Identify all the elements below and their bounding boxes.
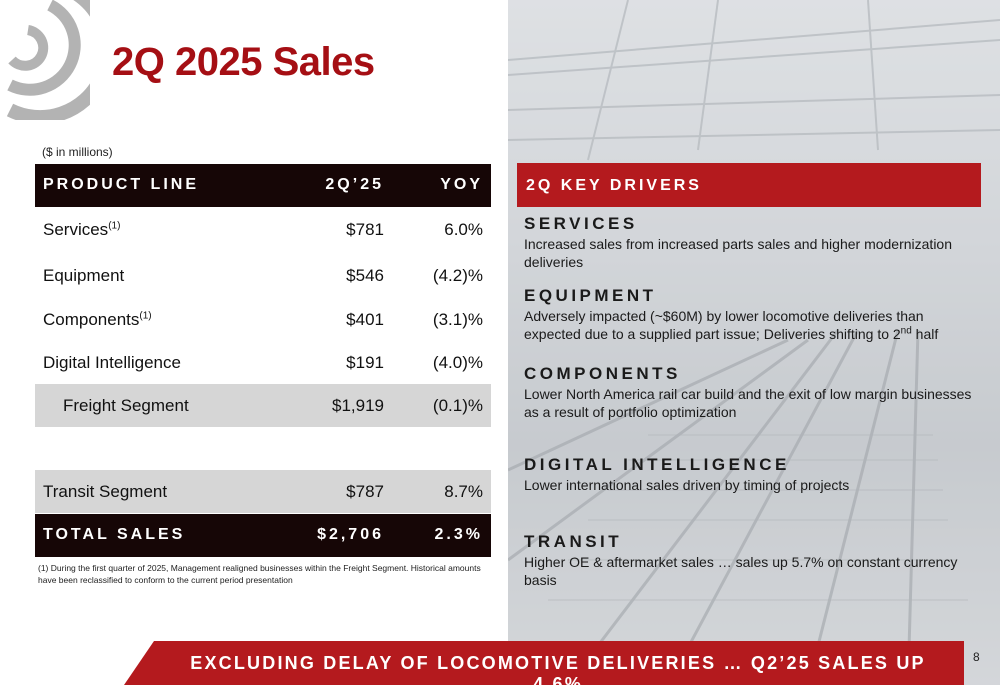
driver-equipment: EQUIPMENT Adversely impacted (~$60M) by …	[524, 286, 974, 343]
header-yoy: YOY	[440, 176, 483, 193]
driver-text: Lower North America rail car build and t…	[524, 386, 972, 420]
table-row: Services(1) $781 6.0%	[35, 208, 491, 251]
driver-components: COMPONENTS Lower North America rail car …	[524, 364, 974, 421]
row-value: $787	[346, 482, 384, 501]
driver-text: Higher OE & aftermarket sales … sales up…	[524, 554, 958, 588]
key-drivers-heading: 2Q KEY DRIVERS	[517, 163, 981, 207]
row-label-text: Services	[43, 220, 109, 239]
rail-tracks-graphic	[508, 0, 1000, 685]
row-label: Freight Segment	[63, 396, 189, 415]
driver-title: EQUIPMENT	[524, 286, 657, 305]
row-yoy: (4.0)%	[432, 353, 483, 372]
driver-title: DIGITAL INTELLIGENCE	[524, 455, 790, 474]
driver-digital-intelligence: DIGITAL INTELLIGENCE Lower international…	[524, 455, 974, 494]
table-header: PRODUCT LINE 2Q’25 YOY	[35, 164, 491, 207]
footnote: (1) During the first quarter of 2025, Ma…	[38, 563, 481, 585]
driver-services: SERVICES Increased sales from increased …	[524, 214, 974, 271]
key-drivers-heading-text: 2Q KEY DRIVERS	[526, 177, 702, 194]
driver-text-part: half	[911, 326, 939, 342]
page-title: 2Q 2025 Sales	[112, 40, 375, 84]
row-yoy: 6.0%	[444, 220, 483, 239]
footnote-marker: (1)	[108, 220, 121, 232]
table-row: Equipment $546 (4.2)%	[35, 254, 491, 297]
driver-text: Lower international sales driven by timi…	[524, 477, 850, 493]
table-row: Digital Intelligence $191 (4.0)%	[35, 341, 491, 384]
banner-shape	[124, 641, 964, 685]
driver-title: TRANSIT	[524, 532, 623, 551]
row-value: $546	[346, 266, 384, 285]
driver-transit: TRANSIT Higher OE & aftermarket sales … …	[524, 532, 974, 589]
freight-segment-row: Freight Segment $1,919 (0.1)%	[35, 384, 491, 427]
row-label: Digital Intelligence	[43, 353, 181, 372]
row-label: Services(1)	[43, 220, 120, 240]
transit-segment-row: Transit Segment $787 8.7%	[35, 470, 491, 513]
footnote-marker: (1)	[139, 310, 152, 322]
total-yoy: 2.3%	[434, 526, 483, 543]
header-quarter: 2Q’25	[325, 176, 384, 193]
row-yoy: (0.1)%	[432, 396, 483, 415]
row-value: $401	[346, 310, 384, 329]
logo-arcs-icon	[6, 0, 115, 125]
banner-text: EXCLUDING DELAY OF LOCOMOTIVE DELIVERIES…	[190, 653, 926, 694]
total-label: TOTAL SALES	[43, 526, 186, 543]
row-label: Transit Segment	[43, 482, 168, 501]
page-number: 8	[973, 650, 980, 664]
header-product-line: PRODUCT LINE	[43, 176, 199, 193]
ordinal-suffix: nd	[900, 325, 912, 337]
row-yoy: 8.7%	[444, 482, 483, 501]
driver-title: COMPONENTS	[524, 364, 681, 383]
driver-text-part: Adversely impacted (~$60M) by lower loco…	[524, 308, 924, 342]
row-label: Components(1)	[43, 310, 152, 330]
row-label: Equipment	[43, 266, 125, 285]
total-sales-row: TOTAL SALES $2,706 2.3%	[35, 514, 491, 557]
row-value: $1,919	[332, 396, 384, 415]
company-logo	[0, 0, 115, 125]
row-yoy: (3.1)%	[432, 310, 483, 329]
driver-text: Increased sales from increased parts sal…	[524, 236, 953, 270]
railway-photo	[508, 0, 1000, 685]
driver-text: Adversely impacted (~$60M) by lower loco…	[524, 307, 974, 343]
table-row: Components(1) $401 (3.1)%	[35, 298, 491, 341]
photo-overlay	[508, 0, 1000, 685]
row-label-text: Components	[43, 310, 140, 329]
row-value: $191	[346, 353, 384, 372]
units-note: ($ in millions)	[42, 145, 113, 159]
row-yoy: (4.2)%	[432, 266, 483, 285]
row-value: $781	[346, 220, 384, 239]
total-value: $2,706	[317, 526, 384, 543]
highlight-banner: EXCLUDING DELAY OF LOCOMOTIVE DELIVERIES…	[124, 641, 964, 694]
driver-title: SERVICES	[524, 214, 638, 233]
